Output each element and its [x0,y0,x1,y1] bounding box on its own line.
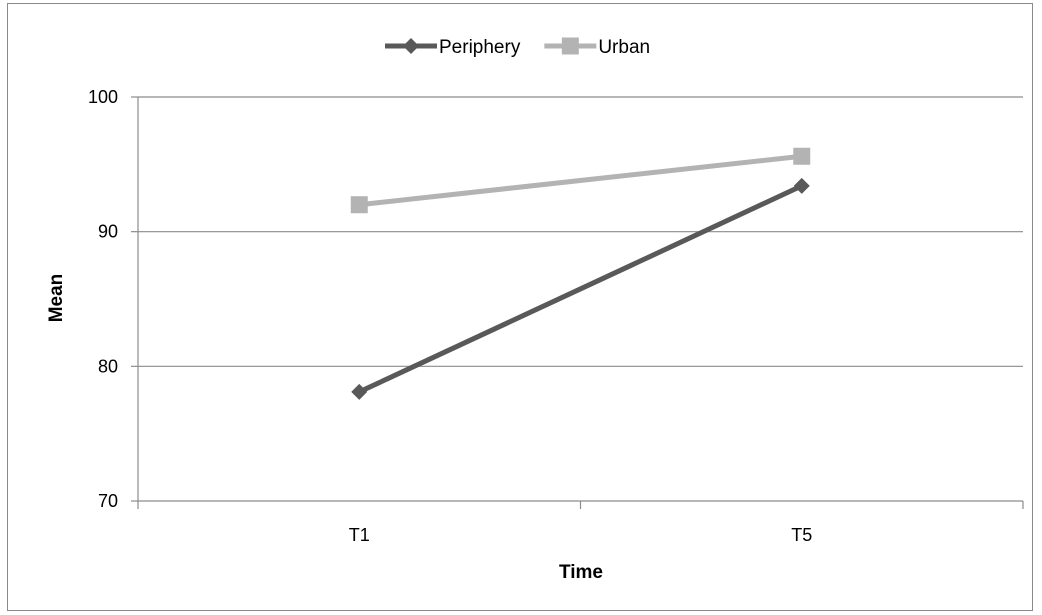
legend-item-periphery: Periphery [385,37,521,58]
y-tick-label-70: 70 [98,491,118,511]
legend-label-periphery: Periphery [439,37,521,58]
series-layer [350,147,811,400]
x-tick-labels: T1 T5 [349,525,813,545]
data-point-urban-T5 [793,147,811,165]
series-line-periphery [358,183,803,395]
y-tick-labels: 70 80 90 100 [88,87,118,511]
series-line-urban [358,153,803,208]
series-urban [350,147,811,214]
legend-item-urban: Urban [544,37,650,58]
legend-swatch-marker [561,37,579,55]
gridlines [138,96,1023,367]
x-axis-title: Time [559,562,603,583]
series-periphery [351,177,810,400]
x-tick-label-T5: T5 [791,525,812,545]
x-tick-label-T1: T1 [349,525,370,545]
data-point-urban-T1 [350,196,368,214]
axes [131,96,1024,509]
data-point-periphery-T1 [351,383,368,400]
legend-swatch-marker [403,38,419,54]
legend: Periphery Urban [385,37,650,58]
chart-frame [7,3,1033,611]
y-tick-label-90: 90 [98,222,118,242]
legend-label-urban: Urban [598,37,650,58]
y-tick-label-100: 100 [88,87,118,107]
y-tick-label-80: 80 [98,356,118,376]
data-point-periphery-T5 [793,177,810,194]
y-axis-title: Mean [46,274,67,323]
